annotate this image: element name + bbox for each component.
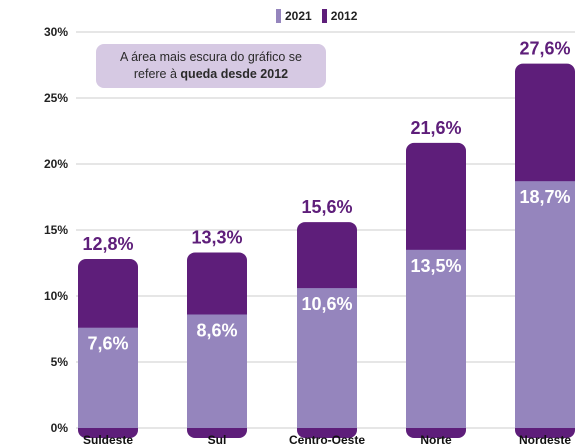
legend: 2021 2012 <box>276 9 357 23</box>
top-value-label: 27,6% <box>519 39 570 59</box>
x-tick-label: Nordeste <box>519 433 571 447</box>
y-tick-label: 20% <box>44 157 68 171</box>
x-tick-label: Centro-Oeste <box>289 433 365 447</box>
legend-swatch-2021 <box>276 9 281 23</box>
y-tick-label: 30% <box>44 25 68 39</box>
annotation-bold-text: queda desde 2012 <box>180 67 289 81</box>
inner-value-label: 18,7% <box>519 187 570 207</box>
y-tick-label: 25% <box>44 91 68 105</box>
y-axis: 0% 5% 10% 15% 20% 25% 30% <box>44 25 68 435</box>
bar-2021 <box>515 181 575 428</box>
legend-swatch-2012 <box>321 9 327 23</box>
y-tick-label: 10% <box>44 289 68 303</box>
x-tick-label: Sul <box>208 433 227 447</box>
bar-2021 <box>78 327 138 428</box>
top-value-label: 15,6% <box>301 197 352 217</box>
legend-item-2012: 2012 <box>321 9 358 23</box>
y-tick-label: 15% <box>44 223 68 237</box>
inner-value-label: 13,5% <box>410 256 461 276</box>
x-axis: Suldeste Sul Centro-Oeste Norte Nordeste <box>83 433 571 447</box>
annotation-text: A área mais escura do gráfico se refere … <box>119 50 303 81</box>
annotation-note: A área mais escura do gráfico se refere … <box>96 44 326 88</box>
bar-2021 <box>406 249 466 428</box>
bar-2021 <box>297 288 357 428</box>
inner-value-label: 10,6% <box>301 294 352 314</box>
top-value-label: 13,3% <box>191 227 242 247</box>
inner-value-label: 8,6% <box>196 320 237 340</box>
bar-2021 <box>187 314 247 428</box>
top-value-label: 12,8% <box>82 234 133 254</box>
legend-label-2021: 2021 <box>285 9 312 23</box>
bars: 12,8% 7,6% 13,3% 8,6% 15,6% 10,6% 21,6% 13,5% 27… <box>78 39 575 439</box>
x-tick-label: Norte <box>420 433 452 447</box>
y-tick-label: 5% <box>51 355 69 369</box>
legend-item-2021: 2021 <box>276 9 312 23</box>
x-tick-label: Suldeste <box>83 433 133 447</box>
y-tick-label: 0% <box>51 421 69 435</box>
top-value-label: 21,6% <box>410 118 461 138</box>
inner-value-label: 7,6% <box>87 334 128 354</box>
legend-label-2012: 2012 <box>330 9 358 23</box>
